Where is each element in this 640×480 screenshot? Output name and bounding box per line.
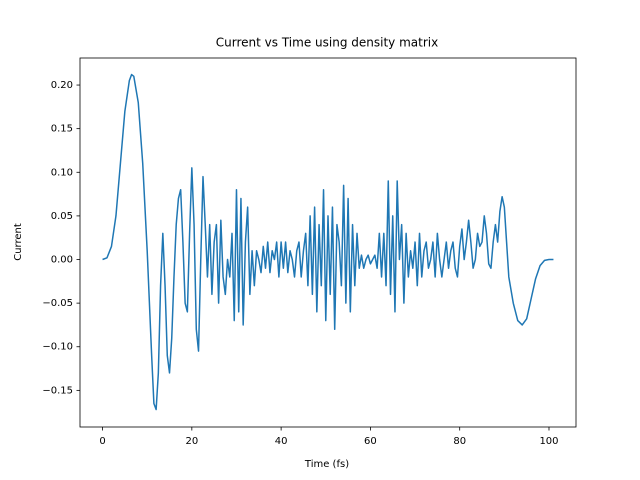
x-tick-label: 100 (539, 436, 558, 447)
x-tick-label: 60 (364, 436, 377, 447)
data-line (102, 73, 554, 411)
axes-frame (79, 57, 577, 428)
y-tick-label: 0.15 (51, 124, 73, 135)
y-tick-label: 0.00 (51, 255, 73, 266)
chart-title: Current vs Time using density matrix (216, 36, 438, 50)
x-tick-label: 40 (275, 436, 288, 447)
x-tick-label: 20 (185, 436, 198, 447)
y-tick-label: 0.20 (51, 80, 73, 91)
x-tick-label: 80 (453, 436, 466, 447)
y-tick-label: −0.05 (42, 298, 73, 309)
y-tick-label: −0.15 (42, 385, 73, 396)
y-axis-label: Current (13, 223, 24, 261)
y-tick-label: 0.05 (51, 211, 73, 222)
x-tick-label: 0 (99, 436, 105, 447)
y-tick-label: −0.10 (42, 342, 73, 353)
x-axis-label: Time (fs) (304, 459, 349, 470)
y-tick-label: 0.10 (51, 167, 73, 178)
